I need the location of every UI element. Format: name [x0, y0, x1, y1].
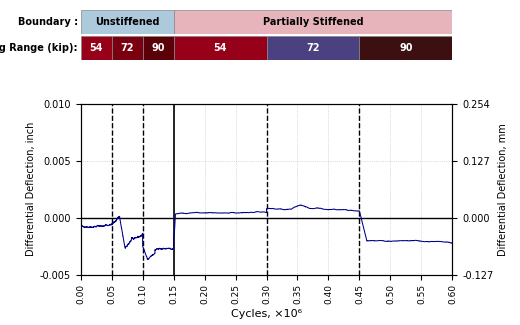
Text: 72: 72 — [120, 43, 134, 53]
Bar — [81, 10, 174, 34]
Text: 54: 54 — [89, 43, 103, 53]
Text: 90: 90 — [399, 43, 413, 53]
Text: 54: 54 — [213, 43, 227, 53]
X-axis label: Cycles, ×10⁶: Cycles, ×10⁶ — [231, 309, 302, 318]
Bar — [112, 36, 142, 60]
Text: Partially Stiffened: Partially Stiffened — [263, 17, 363, 27]
Bar — [81, 36, 112, 60]
Y-axis label: Differential Deflection, inch: Differential Deflection, inch — [25, 122, 35, 256]
Text: 72: 72 — [306, 43, 320, 53]
Text: Boundary :: Boundary : — [18, 17, 78, 27]
Bar — [142, 36, 174, 60]
Bar — [174, 36, 267, 60]
Text: 90: 90 — [151, 43, 165, 53]
Bar — [359, 36, 452, 60]
Bar — [174, 10, 452, 34]
Bar — [267, 36, 359, 60]
Y-axis label: Differential Deflection, mm: Differential Deflection, mm — [498, 123, 508, 256]
Text: Unstiffened: Unstiffened — [95, 17, 159, 27]
Text: Loading Range (kip):: Loading Range (kip): — [0, 43, 78, 53]
